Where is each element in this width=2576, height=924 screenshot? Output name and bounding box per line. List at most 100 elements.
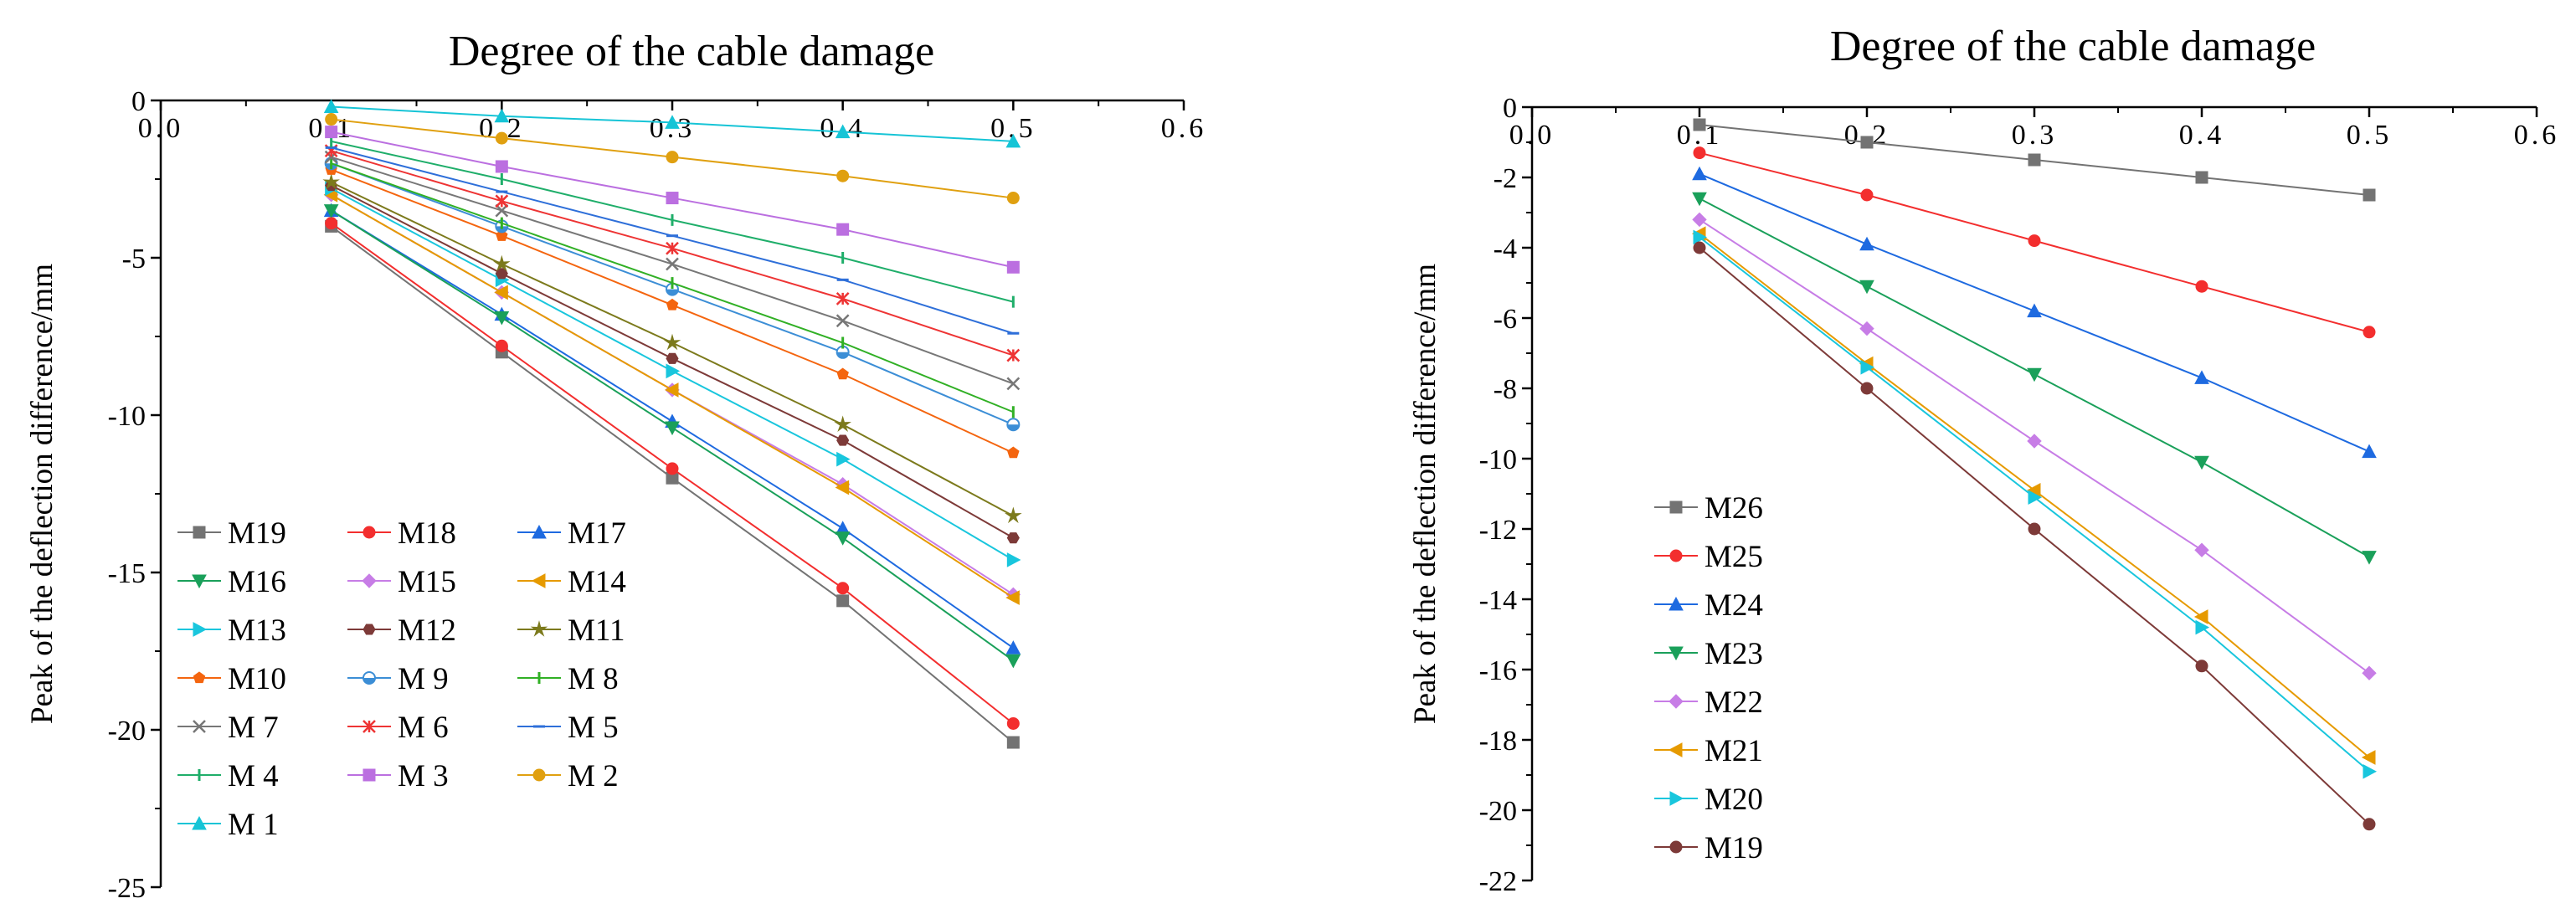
chart-0-legend-label: M 9	[398, 662, 449, 696]
chart-1-series-m23	[1692, 192, 2377, 565]
chart-0-series-m16	[323, 204, 1021, 669]
chart-1-series-m20	[1693, 229, 2378, 779]
chart-0-point-m1	[494, 108, 510, 123]
chart-0-point-m11	[663, 333, 681, 351]
chart-1-ylabel: Peak of the deflection difference/mm	[1408, 264, 1442, 724]
chart-0-legend-item-m12: M12	[347, 613, 456, 648]
chart-0-legend-item-m19: M19	[177, 516, 286, 551]
chart-1-ytick-label: -2	[1494, 163, 1517, 194]
chart-1-legend-item-m25: M25	[1654, 540, 1763, 574]
chart-0-point-m16	[494, 311, 510, 326]
chart-0-point-m16	[323, 204, 339, 218]
chart-0-legend-label: M 8	[568, 662, 619, 696]
chart-0-legend-label: M12	[398, 613, 456, 648]
chart-0-title: Degree of the cable damage	[449, 28, 934, 75]
chart-1-point-m21	[2361, 750, 2376, 765]
chart-0-legend-label: M11	[568, 613, 625, 648]
chart-1-xtick-label: 0.3	[2012, 120, 2058, 151]
chart-1-point-m25	[2195, 280, 2208, 293]
chart-1-point-m23	[2027, 367, 2042, 382]
chart-1-point-m26	[1693, 118, 1706, 131]
chart-0-legend-item-m17: M17	[517, 516, 626, 551]
chart-1-xtick-label: 0.4	[2179, 120, 2225, 151]
chart-0-legend-item-m13: M13	[177, 613, 286, 648]
chart-left-panel: Degree of the cable damage0.00.10.20.30.…	[25, 28, 1203, 904]
chart-1-legend-label: M23	[1704, 637, 1763, 671]
chart-0-legend-item-m14: M14	[517, 565, 626, 599]
chart-0-legend-item-m4: M 4	[177, 759, 279, 793]
chart-0-series-m18	[325, 217, 1020, 730]
chart-0-point-m11	[1005, 506, 1022, 524]
chart-0-line-m7	[331, 156, 1014, 385]
chart-0-series-m13	[325, 181, 1021, 567]
chart-1-legend-label: M24	[1704, 588, 1763, 623]
chart-1-ytick-label: -6	[1494, 304, 1517, 335]
chart-0-legend-swatch-marker	[193, 671, 206, 684]
chart-1-legend-label: M25	[1704, 540, 1763, 574]
chart-0-point-m11	[834, 415, 851, 433]
chart-0-series-m11	[322, 172, 1022, 524]
chart-1-legend-item-m20: M20	[1654, 783, 1763, 817]
chart-0-series-m3	[325, 126, 1020, 274]
chart-0-legend-label: M 7	[228, 711, 279, 745]
chart-0-legend-label: M18	[398, 516, 456, 551]
chart-0-ytick-label: -5	[122, 244, 146, 275]
chart-0-legend-swatch-marker	[362, 768, 376, 782]
chart-0-legend-swatch-marker	[362, 720, 376, 733]
chart-0-point-m16	[835, 531, 851, 546]
chart-0-point-m19	[836, 594, 850, 608]
chart-0-point-m7	[1006, 377, 1021, 391]
chart-0-point-m14	[494, 285, 508, 300]
chart-0-legend-swatch-marker	[362, 573, 377, 588]
chart-0-legend-item-m16: M16	[177, 565, 286, 599]
chart-1-point-m25	[1693, 146, 1706, 160]
chart-1-legend-item-m26: M26	[1654, 491, 1763, 526]
chart-0-series-m6	[324, 144, 1021, 362]
chart-1-point-m20	[1860, 359, 1875, 375]
chart-0-point-m12	[836, 434, 850, 446]
chart-0-point-m11	[493, 254, 511, 272]
chart-0-point-m14	[835, 480, 850, 495]
chart-1-ytick-label: -8	[1494, 374, 1517, 405]
chart-0-legend-swatch-marker	[532, 768, 546, 782]
chart-1-legend-swatch-marker	[1669, 549, 1683, 562]
chart-0-series-m7	[324, 150, 1021, 391]
chart-0-legend-item-m6: M 6	[347, 711, 449, 745]
chart-1-point-m20	[2363, 763, 2378, 779]
chart-1-line-m20	[1699, 236, 2370, 773]
chart-0-point-m10	[836, 367, 849, 380]
chart-0-point-m1	[1005, 133, 1021, 148]
chart-0-ylabel: Peak of the deflection difference/mm	[25, 264, 59, 724]
chart-0-point-m7	[324, 150, 338, 164]
chart-0-legend-swatch-marker	[193, 622, 208, 637]
chart-1-legend-swatch-marker	[1668, 596, 1684, 611]
chart-0-legend-swatch-marker	[530, 620, 548, 637]
chart-0-point-m19	[1006, 736, 1020, 749]
chart-1-point-m26	[2028, 153, 2041, 167]
chart-1-ytick-label: -18	[1479, 726, 1517, 757]
chart-0-legend: M19 M18 M17 M16 M15 M14 M13 M12 M11 M10 M 9 M 8 M 7 M…	[177, 516, 626, 842]
chart-0-legend-swatch-marker	[362, 526, 376, 539]
chart-1-ytick-label: -4	[1494, 234, 1517, 264]
chart-0-series-m1	[323, 99, 1021, 148]
chart-1-point-m22	[1692, 212, 1707, 228]
chart-1-point-m20	[2028, 490, 2043, 506]
chart-1-series-group	[1691, 118, 2378, 831]
chart-1-point-m19	[2363, 818, 2376, 831]
chart-0-ytick-label: -20	[108, 716, 146, 747]
chart-1-point-m24	[2362, 444, 2377, 459]
chart-0-point-m13	[666, 363, 681, 379]
chart-0-legend-item-m11: M11	[517, 613, 625, 648]
chart-0-point-m16	[665, 421, 680, 436]
chart-0-point-m2	[495, 131, 508, 145]
chart-1-point-m22	[2362, 665, 2377, 680]
chart-0-legend-swatch-marker	[193, 526, 206, 539]
chart-1-xtick-label: 0.0	[1509, 120, 1555, 151]
chart-0-point-m2	[325, 113, 338, 126]
chart-0-legend-label: M14	[568, 565, 626, 599]
chart-0-series-m2	[325, 113, 1020, 205]
chart-1-point-m19	[2028, 522, 2041, 536]
chart-1-series-m24	[1692, 166, 2377, 459]
